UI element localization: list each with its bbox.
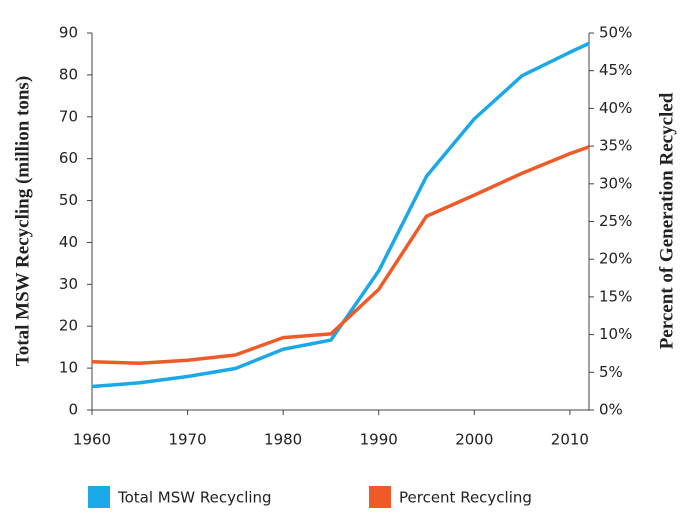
y2-tick-label: 25% xyxy=(599,212,632,230)
y-tick-label: 40 xyxy=(59,233,78,251)
y2-tick-label: 0% xyxy=(599,401,623,419)
y2-tick-label: 5% xyxy=(599,363,623,381)
legend-label: Total MSW Recycling xyxy=(117,489,272,507)
y-tick-label: 70 xyxy=(59,107,78,125)
x-tick-label: 1970 xyxy=(168,431,206,449)
y-tick-label: 60 xyxy=(59,149,78,167)
y-tick-label: 90 xyxy=(59,24,78,42)
x-tick-label: 2010 xyxy=(551,431,589,449)
y-tick-label: 50 xyxy=(59,191,78,209)
x-tick-label: 1960 xyxy=(73,431,111,449)
y-tick-label: 10 xyxy=(59,359,78,377)
series-line xyxy=(91,41,590,389)
legend-label: Percent Recycling xyxy=(399,489,532,507)
y-tick-label: 20 xyxy=(59,317,78,335)
y2-tick-label: 35% xyxy=(599,137,632,155)
y-tick-label: 0 xyxy=(68,401,78,419)
y2-tick-label: 50% xyxy=(599,24,632,42)
series-line xyxy=(91,145,590,366)
y-tick-label: 30 xyxy=(59,275,78,293)
y2-tick-label: 15% xyxy=(599,287,632,305)
legend-swatch xyxy=(369,486,391,508)
y2-tick-label: 20% xyxy=(599,250,632,268)
x-tick-label: 1980 xyxy=(264,431,302,449)
legend-swatch xyxy=(88,486,110,508)
y2-tick-label: 10% xyxy=(599,325,632,343)
y2-tick-label: 40% xyxy=(599,99,632,117)
x-tick-label: 2000 xyxy=(455,431,493,449)
y2-tick-label: 30% xyxy=(599,174,632,192)
y2-axis-title: Percent of Generation Recycled xyxy=(656,92,677,349)
x-tick-label: 1990 xyxy=(360,431,398,449)
y2-tick-label: 45% xyxy=(599,61,632,79)
y-axis-title: Total MSW Recycling (million tons) xyxy=(12,76,33,366)
y-tick-label: 80 xyxy=(59,65,78,83)
